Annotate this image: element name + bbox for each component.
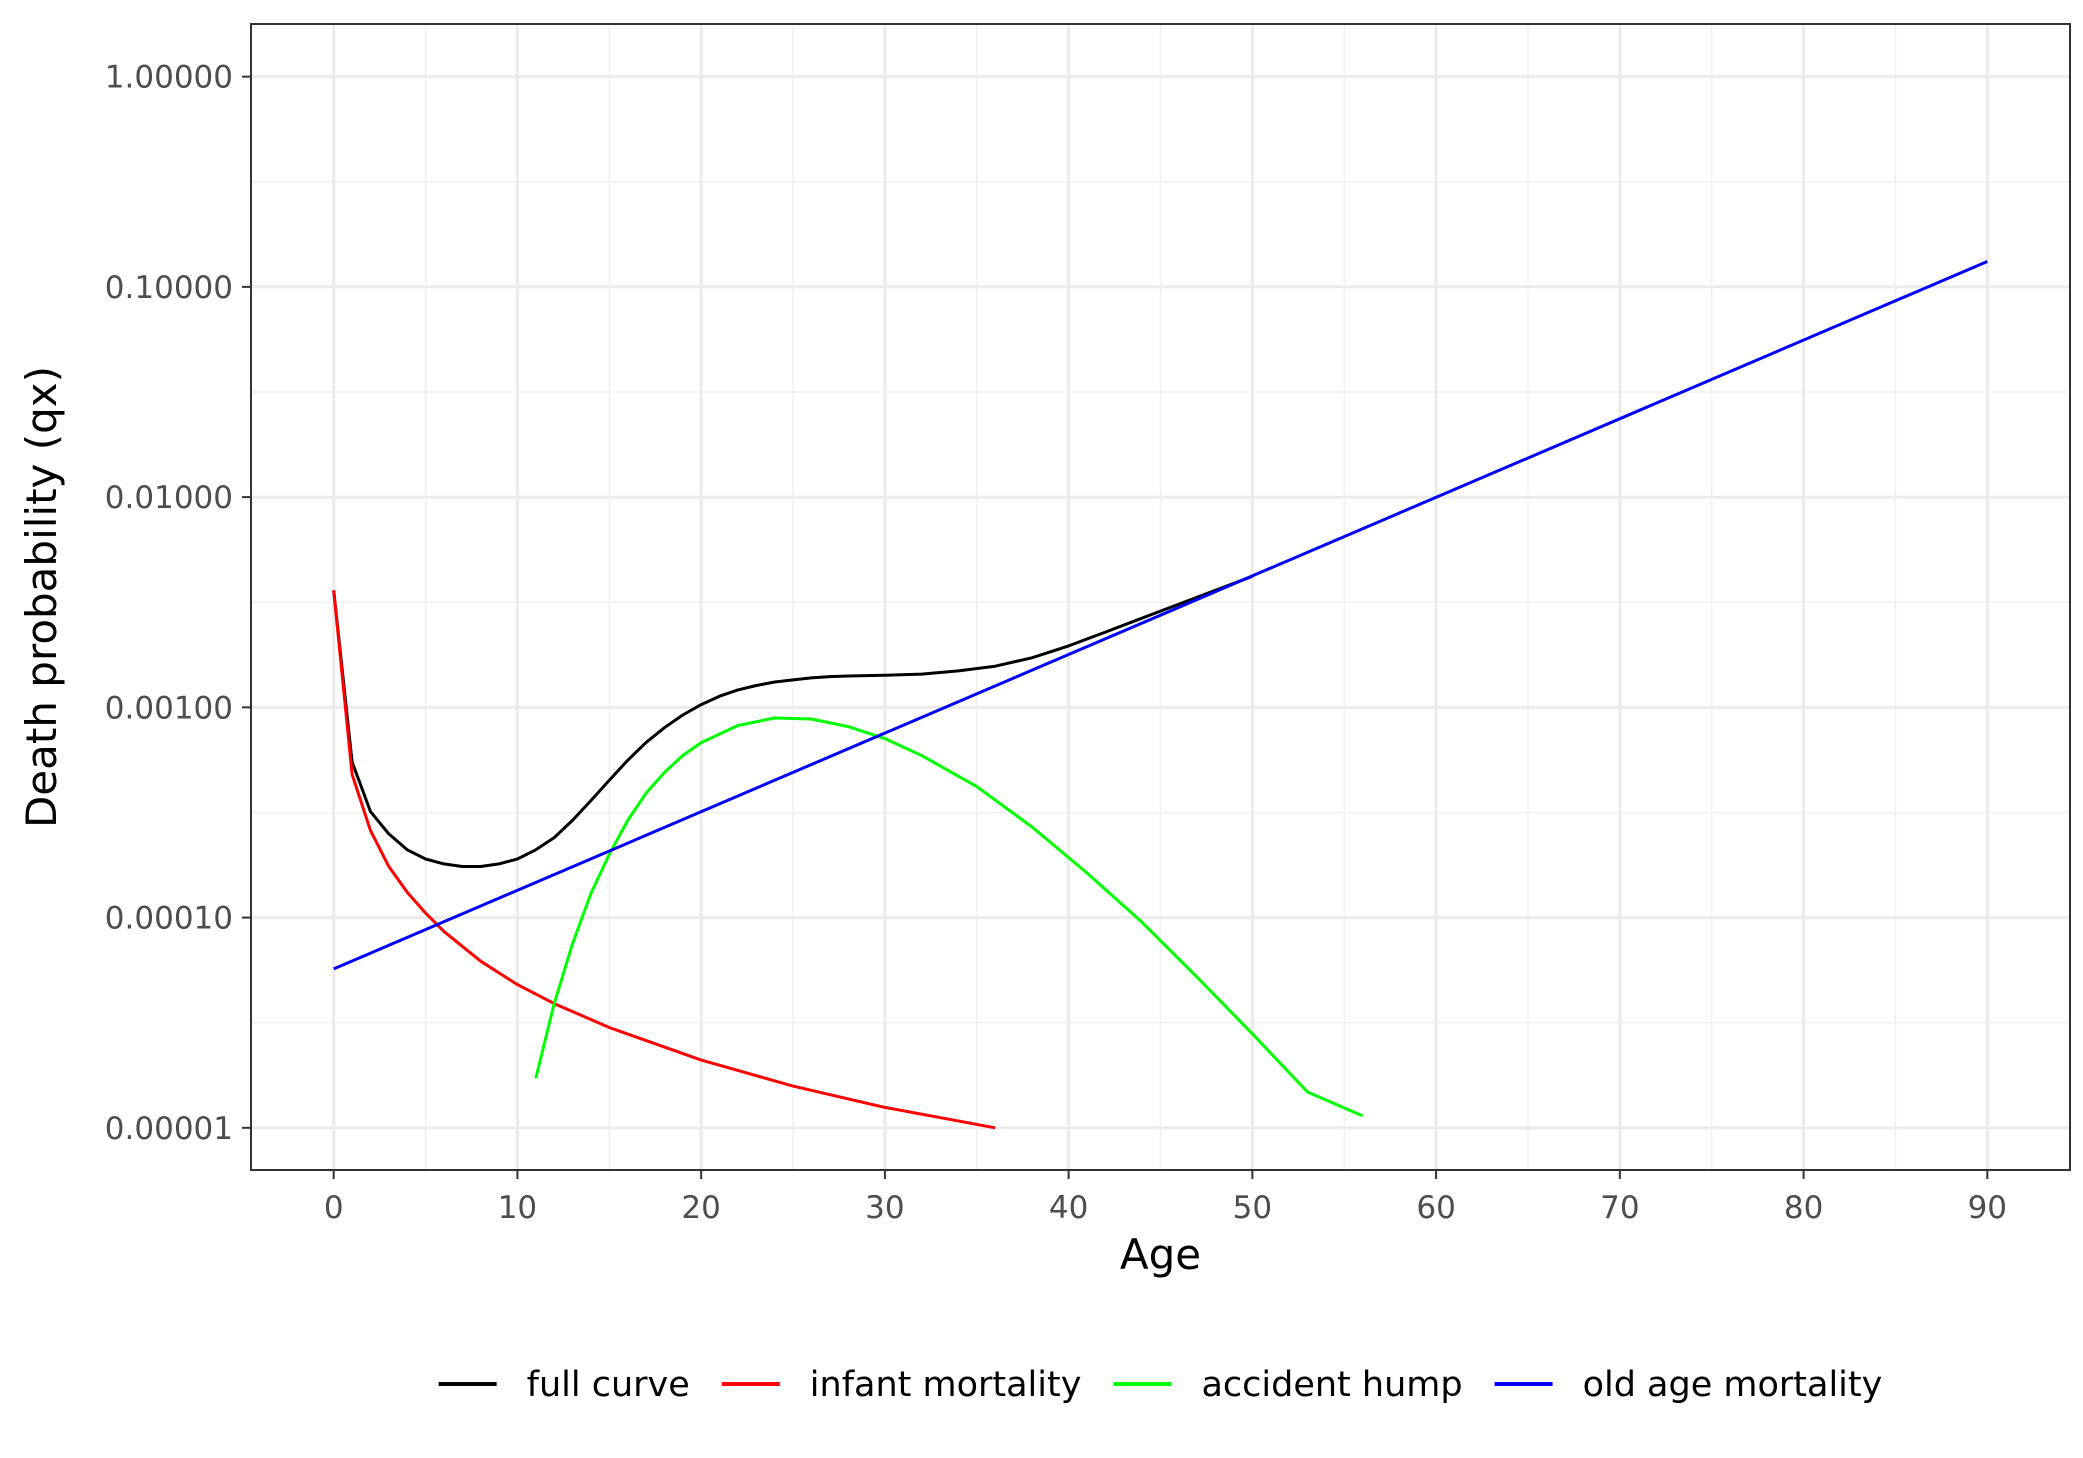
y-tick-label: 0.00010: [105, 901, 233, 937]
grid-minor: [251, 24, 2070, 1170]
y-axis: 0.00001 0.00010 0.00100 0.01000 0.10000 1.000…: [105, 60, 251, 1147]
series-line-old-age-mortality: [333, 260, 1988, 971]
legend-label: infant mortality: [810, 1365, 1082, 1405]
x-axis: 0 10 20 30 40 50 60 70 80 90: [324, 1170, 2007, 1226]
x-tick-label: 30: [865, 1190, 904, 1226]
x-tick-label: 50: [1233, 1190, 1272, 1226]
x-tick-label: 80: [1784, 1190, 1823, 1226]
x-tick-label: 40: [1049, 1190, 1088, 1226]
x-tick-label: 10: [498, 1190, 537, 1226]
y-tick-label: 0.01000: [105, 480, 233, 516]
series-line-infant-mortality: [332, 590, 996, 1130]
y-tick-label: 0.10000: [105, 270, 233, 306]
series-line-accident-hump: [534, 716, 1364, 1118]
plot-border: [250, 23, 2071, 1171]
y-tick-label: 1.00000: [105, 60, 233, 96]
legend-label: full curve: [527, 1365, 690, 1405]
legend-label: accident hump: [1201, 1365, 1462, 1405]
x-tick-label: 70: [1600, 1190, 1639, 1226]
x-tick-label: 60: [1416, 1190, 1455, 1226]
y-tick-label: 0.00001: [105, 1111, 233, 1147]
x-tick-label: 20: [681, 1190, 720, 1226]
y-axis-title: Death probability (qx): [17, 366, 66, 828]
y-tick-label: 0.00100: [105, 690, 233, 726]
legend-label: old age mortality: [1583, 1365, 1883, 1405]
x-axis-title: Age: [1120, 1230, 1201, 1279]
x-tick-label: 0: [324, 1190, 344, 1226]
series-lines: [332, 260, 1988, 1130]
x-tick-label: 90: [1968, 1190, 2007, 1226]
series-line-full-curve: [332, 574, 1253, 868]
legend: full curve infant mortality accident hump o…: [438, 1365, 1883, 1405]
